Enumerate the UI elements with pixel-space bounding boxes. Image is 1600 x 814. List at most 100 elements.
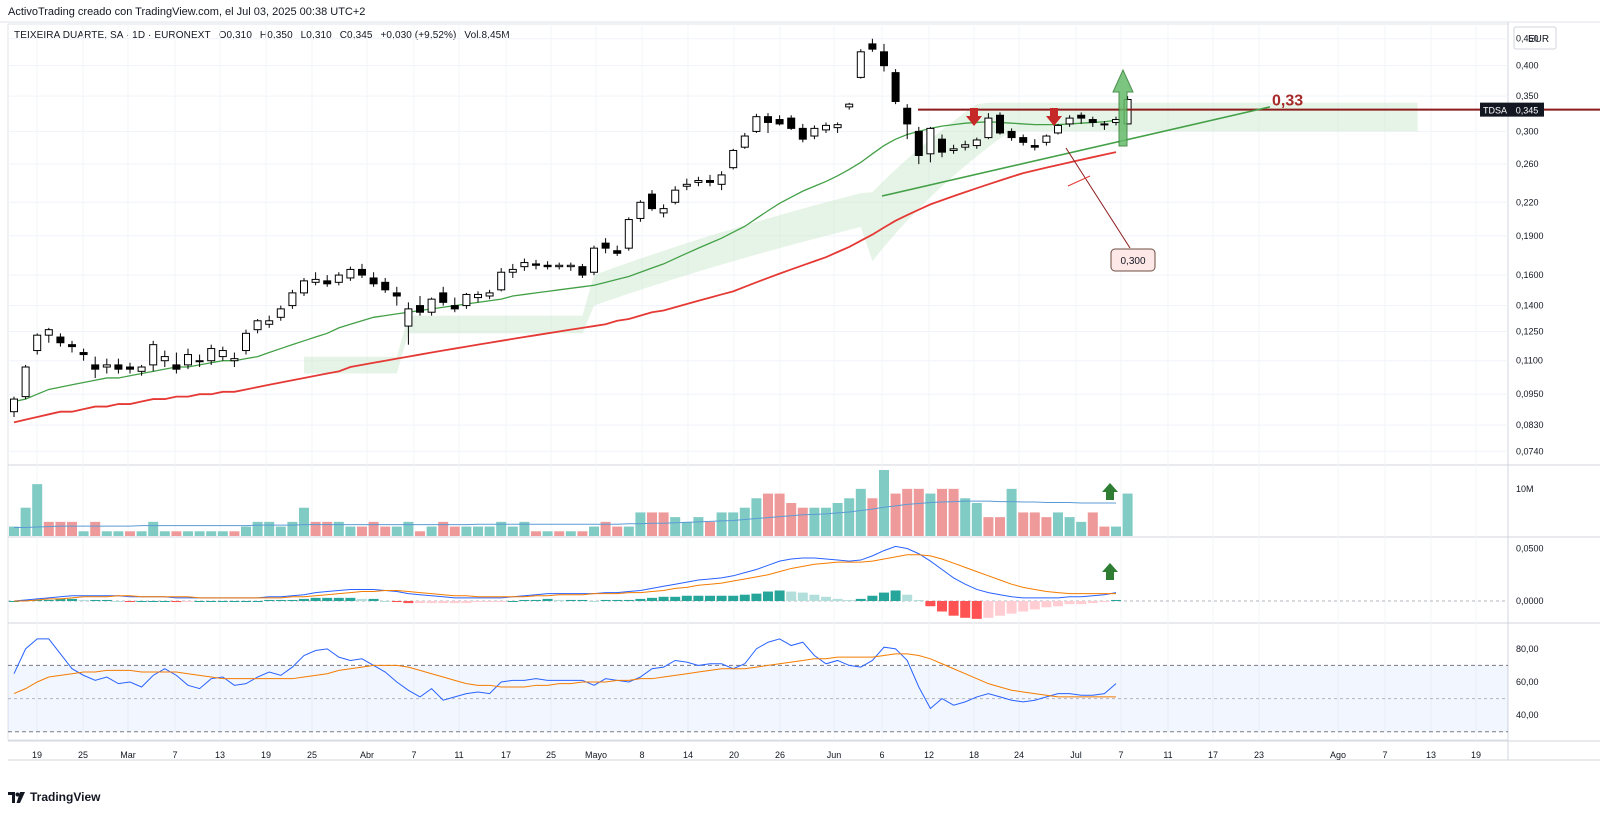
- macd-histogram-bar: [844, 599, 855, 601]
- candle-body-up: [288, 292, 297, 307]
- candle-body-down: [787, 117, 796, 129]
- macd-histogram-bar: [287, 599, 298, 601]
- tradingview-footer[interactable]: TradingView: [8, 790, 100, 804]
- volume-bar: [368, 521, 379, 536]
- volume-bar: [797, 507, 808, 536]
- macd-histogram-bar: [948, 601, 959, 616]
- candle: [566, 262, 575, 271]
- macd-histogram-bar: [20, 599, 31, 601]
- macd-histogram-bar: [426, 601, 437, 604]
- macd-histogram-bar: [241, 601, 251, 602]
- candle: [79, 348, 88, 361]
- candle-body-up: [590, 247, 598, 273]
- candle: [160, 350, 169, 368]
- price-tick-label: 0,0740: [1516, 446, 1544, 456]
- volume-ma-line: [14, 500, 1116, 529]
- volume-bar: [287, 521, 298, 536]
- volume-bar: [1053, 512, 1063, 536]
- candle: [520, 258, 529, 271]
- volume-bar: [925, 493, 936, 536]
- macd-histogram-bar: [971, 601, 982, 619]
- volume-bar: [913, 488, 924, 536]
- time-tick-label: Jun: [827, 750, 842, 760]
- price-tick-label: 0,1400: [1516, 301, 1544, 311]
- macd-histogram-bar: [612, 599, 623, 601]
- candle-body-up: [474, 293, 482, 299]
- time-tick-label: 25: [307, 750, 317, 760]
- macd-histogram-bar: [589, 601, 599, 602]
- volume-bar: [449, 526, 460, 536]
- candle: [845, 102, 854, 110]
- annotations: 0,33 0,300 TDSA 0,345: [881, 68, 1600, 272]
- candle-body-down: [798, 127, 807, 140]
- cloud-area: [304, 102, 1418, 374]
- macd-histogram-bar: [206, 601, 217, 602]
- volume-bar: [786, 503, 797, 536]
- price-tick-label: 0,1900: [1516, 231, 1544, 241]
- candle-body-up: [566, 264, 575, 268]
- candle-body-down: [126, 366, 134, 370]
- candle-body-down: [450, 305, 459, 310]
- candle: [497, 268, 506, 292]
- macd-histogram-bar: [438, 601, 449, 604]
- candle-body-up: [253, 320, 262, 331]
- candle-body-up: [242, 332, 250, 352]
- candle: [729, 148, 738, 170]
- time-tick-label: 13: [1426, 750, 1436, 760]
- candle-body-up: [10, 398, 18, 413]
- symbol-name[interactable]: TEIXEIRA DUARTE, SA · 1D · EURONEXT: [14, 30, 211, 41]
- candle-body-up: [717, 174, 726, 185]
- volume-bar: [415, 531, 425, 536]
- macd-histogram-bar: [832, 598, 843, 601]
- volume-bar: [194, 531, 205, 536]
- time-tick-label: 7: [172, 750, 177, 760]
- volume-bar: [1087, 512, 1098, 536]
- candle-body-up: [752, 116, 761, 132]
- rsi-pane: [8, 638, 1508, 733]
- candle: [740, 132, 749, 149]
- volume-bar: [600, 521, 611, 536]
- candle: [149, 340, 158, 372]
- volume-bar: [345, 526, 356, 536]
- candle-body-down: [114, 364, 123, 370]
- down-arrow-icon: [966, 108, 982, 126]
- macd-histogram-bar: [1087, 601, 1098, 604]
- candle-body-up: [137, 366, 146, 372]
- candle-body-up: [845, 103, 854, 108]
- time-tick-label: 7: [1382, 750, 1387, 760]
- macd-histogram-bar: [507, 601, 518, 602]
- candle-body-down: [79, 352, 88, 356]
- candle-body-down: [903, 107, 912, 125]
- volume-bar: [1018, 512, 1029, 536]
- volume-bar: [113, 531, 124, 536]
- macd-histogram-bar: [995, 601, 1005, 616]
- macd-histogram-bar: [763, 591, 773, 601]
- volume-bar: [1111, 526, 1121, 536]
- candle: [914, 126, 923, 165]
- macd-histogram-bar: [531, 599, 541, 601]
- candle: [137, 364, 146, 376]
- candle: [1007, 128, 1016, 141]
- macd-histogram-bar: [380, 601, 391, 602]
- candle-body-down: [880, 51, 888, 67]
- volume-bar: [32, 484, 43, 536]
- macd-histogram-bar: [867, 595, 878, 601]
- macd-histogram-bar: [90, 599, 101, 601]
- volume-value: Vol.8,45M: [464, 30, 510, 41]
- candle-body-down: [578, 266, 587, 276]
- volume-bar: [473, 526, 483, 536]
- macd-histogram-bar: [449, 601, 460, 604]
- macd-histogram-bar: [101, 599, 112, 601]
- candle: [671, 186, 680, 205]
- candle: [114, 358, 123, 374]
- time-tick-label: 18: [969, 750, 979, 760]
- candle: [404, 302, 413, 345]
- macd-histogram-bar: [577, 599, 588, 601]
- macd-histogram-bar: [113, 601, 124, 602]
- candle: [1030, 139, 1039, 151]
- macd-histogram-bar: [148, 601, 159, 602]
- candle-body-down: [938, 138, 946, 153]
- ichimoku-cloud: [304, 102, 1418, 374]
- candle-body-up: [1054, 124, 1062, 134]
